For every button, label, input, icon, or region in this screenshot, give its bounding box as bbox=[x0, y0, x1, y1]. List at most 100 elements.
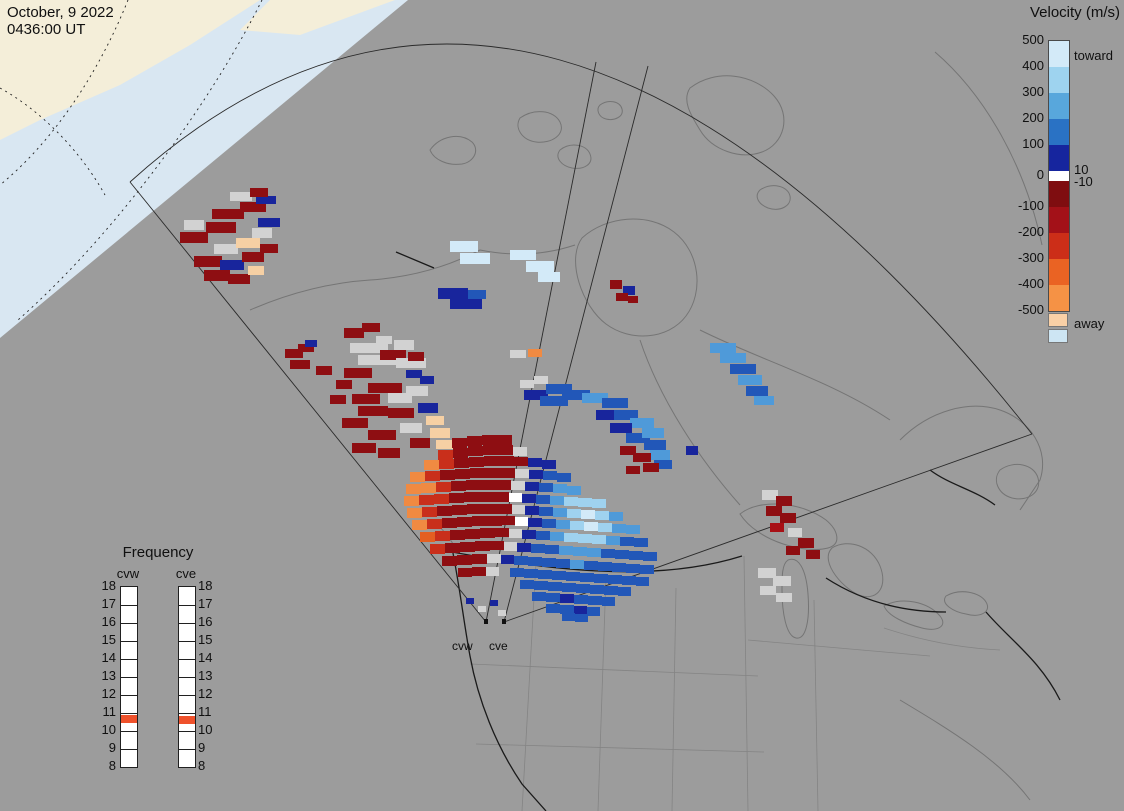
velocity-cell bbox=[529, 470, 543, 479]
velocity-cell bbox=[517, 543, 531, 552]
velocity-direction-label: toward bbox=[1074, 48, 1114, 63]
velocity-cell bbox=[615, 550, 629, 559]
velocity-cell bbox=[546, 384, 572, 394]
velocity-cell bbox=[620, 537, 634, 546]
pacific-coast bbox=[451, 547, 547, 811]
date-label: October, 9 2022 bbox=[7, 4, 114, 21]
velocity-cell bbox=[686, 446, 698, 455]
land-area bbox=[0, 0, 260, 140]
velocity-cell bbox=[623, 286, 635, 295]
velocity-cell bbox=[412, 520, 427, 530]
velocity-cell bbox=[770, 523, 784, 532]
velocity-cell bbox=[465, 529, 480, 539]
frequency-tick-label: 10 bbox=[101, 722, 116, 737]
velocity-cell bbox=[438, 450, 453, 460]
velocity-colorbar-segment bbox=[1049, 207, 1069, 233]
state-borders bbox=[469, 555, 1001, 811]
velocity-cell bbox=[495, 528, 509, 537]
coastline bbox=[429, 135, 477, 165]
frequency-tick-label: 13 bbox=[101, 668, 116, 683]
velocity-colorbar-segment bbox=[1049, 41, 1069, 67]
velocity-cell bbox=[460, 253, 490, 264]
velocity-cell bbox=[404, 496, 419, 506]
velocity-cell bbox=[430, 428, 450, 438]
velocity-cell bbox=[482, 435, 497, 445]
frequency-tick-label: 18 bbox=[198, 578, 213, 593]
coastline bbox=[934, 51, 1043, 246]
velocity-cell bbox=[442, 518, 457, 528]
state-border bbox=[883, 627, 1001, 651]
velocity-cell bbox=[468, 290, 486, 299]
velocity-cell bbox=[344, 368, 372, 378]
velocity-cell bbox=[798, 538, 814, 548]
frequency-tick-label: 14 bbox=[198, 650, 213, 665]
velocity-cell bbox=[780, 513, 796, 523]
velocity-cell bbox=[464, 492, 479, 502]
velocity-cell bbox=[606, 536, 620, 545]
velocity-cell bbox=[316, 366, 332, 375]
frequency-tick-label: 10 bbox=[198, 722, 213, 737]
velocity-cell bbox=[556, 559, 570, 568]
frequency-tick-line bbox=[121, 623, 137, 624]
velocity-cell bbox=[509, 493, 522, 502]
velocity-cell bbox=[258, 218, 280, 227]
velocity-cell bbox=[457, 555, 472, 565]
velocity-cell bbox=[467, 436, 482, 446]
velocity-cell bbox=[260, 244, 278, 253]
velocity-cell bbox=[587, 607, 600, 616]
velocity-cell bbox=[394, 340, 414, 350]
velocity-cell bbox=[352, 394, 380, 404]
velocity-cell bbox=[543, 471, 557, 480]
velocity-cell bbox=[587, 548, 601, 557]
frequency-tick-line bbox=[121, 605, 137, 606]
frequency-tick-label: 17 bbox=[198, 596, 213, 611]
velocity-cell bbox=[368, 430, 396, 440]
velocity-cell bbox=[298, 344, 314, 352]
coastline bbox=[899, 405, 1044, 511]
coastline bbox=[517, 111, 562, 143]
velocity-cell bbox=[540, 396, 568, 406]
velocity-cell bbox=[430, 544, 445, 554]
frequency-tick-label: 8 bbox=[198, 758, 206, 773]
velocity-tick-label: 0 bbox=[1036, 167, 1044, 182]
radar-site-marker-cve bbox=[502, 619, 506, 624]
velocity-cell bbox=[560, 605, 574, 614]
velocity-cell bbox=[557, 473, 571, 482]
velocity-cell bbox=[562, 390, 590, 400]
frequency-tick-line bbox=[179, 641, 195, 642]
frequency-tick-line bbox=[121, 749, 137, 750]
frequency-tick-line bbox=[121, 731, 137, 732]
velocity-cell bbox=[240, 202, 266, 212]
frequency-tick-label: 11 bbox=[102, 704, 117, 719]
land-area bbox=[240, 0, 395, 35]
state-border bbox=[747, 639, 931, 657]
velocity-cell bbox=[548, 582, 562, 591]
velocity-colorbar bbox=[1048, 40, 1070, 312]
velocity-cell bbox=[450, 298, 482, 309]
velocity-cell bbox=[410, 438, 430, 448]
velocity-cell bbox=[773, 576, 791, 586]
velocity-cell bbox=[252, 228, 272, 238]
velocity-cell bbox=[352, 443, 376, 453]
frequency-column-label-cve: cve bbox=[175, 566, 197, 581]
radar-site-marker-cvw bbox=[484, 619, 488, 624]
velocity-cell bbox=[378, 448, 400, 458]
velocity-cell bbox=[180, 232, 208, 243]
frequency-column-label-cvw: cvw bbox=[116, 566, 140, 581]
velocity-cell bbox=[445, 543, 460, 553]
frequency-tick-line bbox=[179, 749, 195, 750]
velocity-cell bbox=[475, 541, 490, 551]
velocity-cell bbox=[504, 542, 517, 551]
frequency-tick-line bbox=[179, 695, 195, 696]
velocity-cell bbox=[509, 529, 522, 538]
frequency-tick-label: 16 bbox=[198, 614, 213, 629]
frequency-tick-line bbox=[179, 731, 195, 732]
fan-far-arc bbox=[129, 43, 1033, 435]
velocity-cell bbox=[438, 288, 468, 299]
velocity-cell bbox=[406, 484, 421, 494]
velocity-cell bbox=[612, 524, 626, 533]
velocity-cell bbox=[350, 343, 388, 353]
velocity-direction-label: 10 bbox=[1074, 162, 1089, 177]
velocity-cell bbox=[362, 323, 380, 332]
velocity-cell bbox=[487, 554, 501, 563]
